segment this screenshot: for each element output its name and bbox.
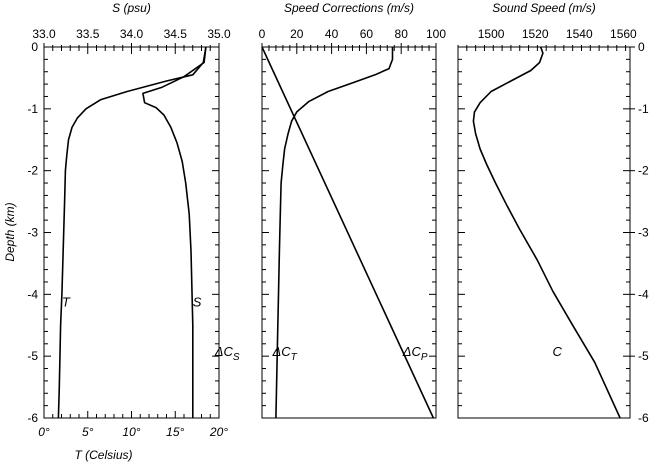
top-tick-label: 0 bbox=[259, 27, 266, 41]
depth-tick-label-left: -2 bbox=[27, 164, 38, 178]
top-tick-label: 20 bbox=[290, 27, 304, 41]
top-tick-label: 40 bbox=[325, 27, 339, 41]
annotation-subscript: S bbox=[233, 352, 240, 363]
depth-tick-label-left: -6 bbox=[27, 411, 38, 425]
top-axis-title: Speed Corrections (m/s) bbox=[284, 1, 414, 15]
top-tick-label: 1560 bbox=[610, 27, 637, 41]
series-line-ts-0 bbox=[57, 46, 207, 419]
top-tick-label: 1500 bbox=[478, 27, 505, 41]
bottom-tick-label: 15° bbox=[166, 425, 184, 439]
depth-axis: 0 0 -1 -1 -2 -2 -3 -3 -4 -4 -5 -5 -6 -6 bbox=[27, 40, 649, 425]
depth-tick-label-right: -2 bbox=[638, 164, 649, 178]
annotation-subscript: P bbox=[421, 352, 428, 363]
panel-sound-speed: 1500 1520 1540 1560 Sound Speed (m/s) C bbox=[457, 1, 637, 419]
depth-tick-label-right: -5 bbox=[638, 349, 649, 363]
annotation-symbol: ΔC bbox=[402, 344, 422, 359]
depth-tick-label-right: -6 bbox=[638, 411, 649, 425]
top-axis-title: S (psu) bbox=[112, 1, 151, 15]
top-tick-label: 1520 bbox=[522, 27, 549, 41]
series-annotation: ΔCP bbox=[402, 344, 428, 363]
depth-tick-label-left: -1 bbox=[27, 102, 38, 116]
depth-tick-label-right: -4 bbox=[638, 287, 649, 301]
series-annotation: ΔCT bbox=[272, 344, 298, 363]
bottom-tick-label: 10° bbox=[122, 425, 140, 439]
series-line-c-0 bbox=[472, 46, 621, 419]
top-tick-label: 33.5 bbox=[76, 27, 100, 41]
depth-tick-label-right: -1 bbox=[638, 102, 649, 116]
top-axis-title: Sound Speed (m/s) bbox=[492, 1, 595, 15]
series-line-corr-1 bbox=[261, 46, 435, 419]
bottom-tick-label: 20° bbox=[209, 425, 228, 439]
depth-tick-label-right: -3 bbox=[638, 226, 649, 240]
annotation-subscript: T bbox=[291, 352, 298, 363]
depth-tick-label-left: -4 bbox=[27, 287, 38, 301]
series-line-corr-0 bbox=[275, 47, 394, 419]
top-tick-label: 34.5 bbox=[164, 27, 188, 41]
series-line-ts-1 bbox=[142, 46, 207, 418]
top-tick-label: 35.0 bbox=[207, 27, 231, 41]
depth-tick-label-left: -5 bbox=[27, 349, 38, 363]
top-tick-label: 33.0 bbox=[32, 27, 56, 41]
series-annotation: T bbox=[62, 295, 71, 310]
depth-tick-label-left: 0 bbox=[31, 40, 38, 54]
depth-tick-label-left: -3 bbox=[27, 226, 38, 240]
top-tick-label: 60 bbox=[360, 27, 374, 41]
series-annotation: C bbox=[553, 344, 563, 359]
annotation-symbol: ΔC bbox=[272, 344, 292, 359]
annotation-symbol: ΔC bbox=[214, 344, 234, 359]
top-tick-label: 34.0 bbox=[120, 27, 144, 41]
depth-tick-label-right: 0 bbox=[638, 40, 645, 54]
series-annotation: ΔCS bbox=[214, 344, 240, 363]
plot-frame bbox=[457, 46, 631, 419]
top-tick-label: 80 bbox=[395, 27, 409, 41]
bottom-axis-title: T (Celsius) bbox=[74, 448, 132, 462]
bottom-tick-label: 0° bbox=[38, 425, 50, 439]
top-tick-label: 1540 bbox=[566, 27, 593, 41]
series-annotation: S bbox=[193, 295, 202, 310]
panel-temperature-salinity: 33.0 33.5 34.0 34.5 35.0 S (psu) 0° 5° 10° 15° 20°… bbox=[32, 1, 231, 462]
top-tick-label: 100 bbox=[426, 27, 446, 41]
bottom-tick-label: 5° bbox=[82, 425, 94, 439]
depth-axis-label: Depth (km) bbox=[3, 202, 17, 261]
